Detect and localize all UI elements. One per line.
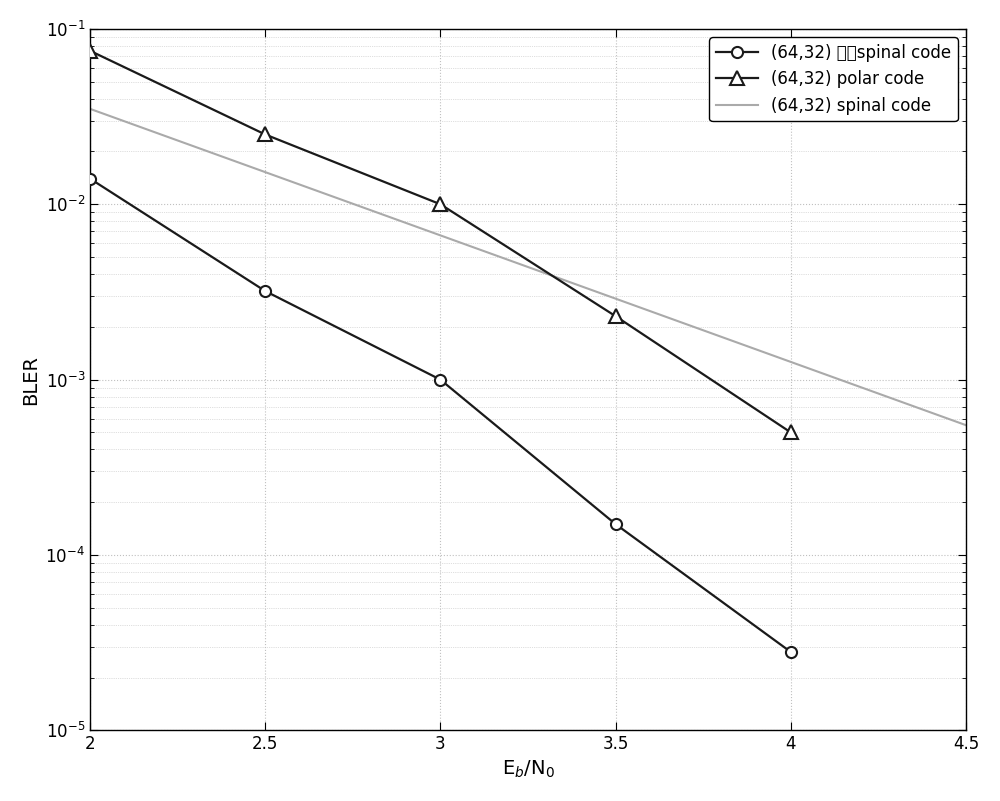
(64,32) polar code bbox=[785, 428, 797, 437]
(64,32) polar code bbox=[610, 312, 622, 321]
X-axis label: E$_b$/N$_0$: E$_b$/N$_0$ bbox=[502, 759, 554, 780]
(64,32) 级联spinal code bbox=[785, 647, 797, 657]
(64,32) 级联spinal code bbox=[434, 375, 446, 384]
Line: (64,32) 级联spinal code: (64,32) 级联spinal code bbox=[84, 173, 796, 658]
Legend: (64,32) 级联spinal code, (64,32) polar code, (64,32) spinal code: (64,32) 级联spinal code, (64,32) polar cod… bbox=[709, 37, 958, 121]
Line: (64,32) polar code: (64,32) polar code bbox=[83, 44, 798, 440]
(64,32) 级联spinal code bbox=[84, 174, 96, 183]
(64,32) polar code bbox=[259, 130, 271, 139]
(64,32) 级联spinal code bbox=[259, 286, 271, 296]
(64,32) polar code bbox=[434, 199, 446, 209]
Y-axis label: BLER: BLER bbox=[21, 355, 40, 405]
(64,32) polar code bbox=[84, 46, 96, 55]
(64,32) 级联spinal code bbox=[610, 519, 622, 529]
